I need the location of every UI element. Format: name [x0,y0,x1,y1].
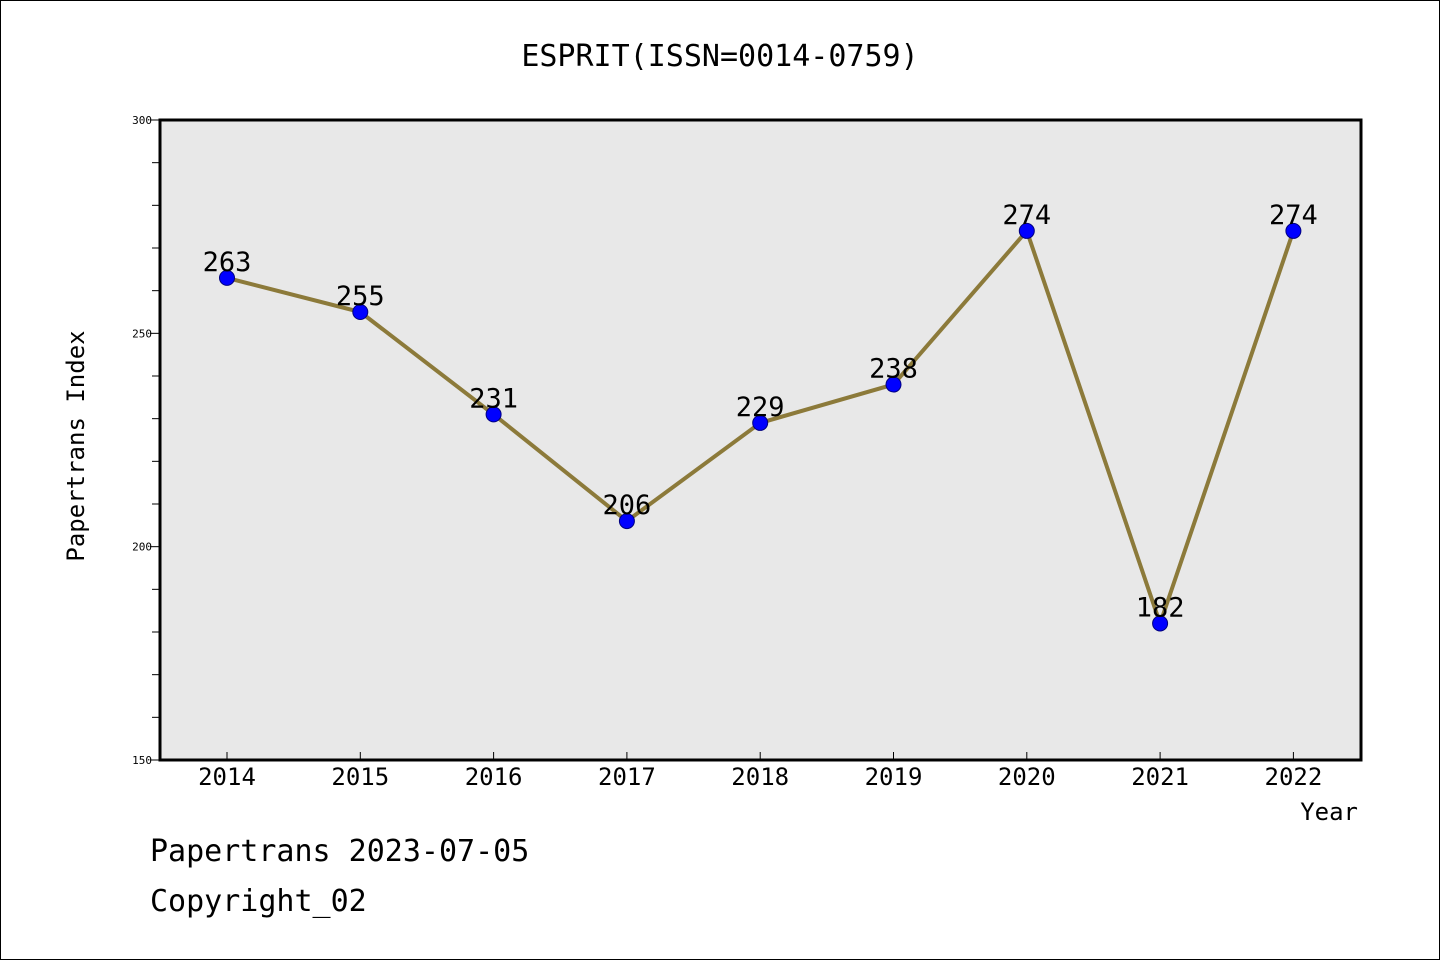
data-label: 206 [603,490,652,521]
x-tick-label: 2018 [731,763,789,791]
y-tick-label: 200 [132,541,152,554]
data-point [618,513,635,530]
data-point [352,304,369,320]
data-label: 238 [869,354,918,385]
data-point [752,414,769,431]
plot-area [158,118,1363,762]
data-point [1018,222,1035,239]
footer-copyright: Copyright_02 [150,884,367,919]
data-markers [219,222,1302,632]
x-tick-label: 2015 [331,763,389,791]
x-tick-label: 2022 [1265,763,1323,791]
x-tick-label: 2019 [865,763,923,791]
x-tick-label: 2021 [1131,763,1189,791]
x-tick-label: 2016 [465,763,523,791]
data-point [885,376,902,393]
footer-date: Papertrans 2023-07-05 [150,834,530,869]
data-label: 263 [203,247,252,278]
x-axis-label: Year [1300,798,1358,826]
y-tick-label: 150 [132,754,152,767]
x-axis-ticks: 2014 2015 2016 2017 2018 2019 2020 2021 2022 [198,752,1322,791]
data-label: 231 [469,383,518,414]
x-tick-label: 2014 [198,763,256,791]
data-labels: 263 255 231 206 229 238 274 182 274 [203,200,1318,624]
data-label: 274 [1002,200,1051,231]
y-axis-label: Papertrans Index [62,330,90,561]
data-point [1285,222,1302,239]
data-label: 229 [736,392,785,423]
data-label: 182 [1136,592,1185,623]
data-point [485,406,502,423]
data-label: 255 [336,281,385,312]
data-label: 274 [1269,200,1318,231]
data-point [1152,615,1169,632]
data-point [219,269,235,286]
y-axis-ticks: 150 200 250 300 [132,114,160,767]
x-tick-label: 2017 [598,763,656,791]
x-tick-label: 2020 [998,763,1056,791]
chart-title: ESPRIT(ISSN=0014-0759) [521,39,918,74]
y-tick-label: 250 [132,327,152,340]
y-tick-label: 300 [132,114,152,127]
